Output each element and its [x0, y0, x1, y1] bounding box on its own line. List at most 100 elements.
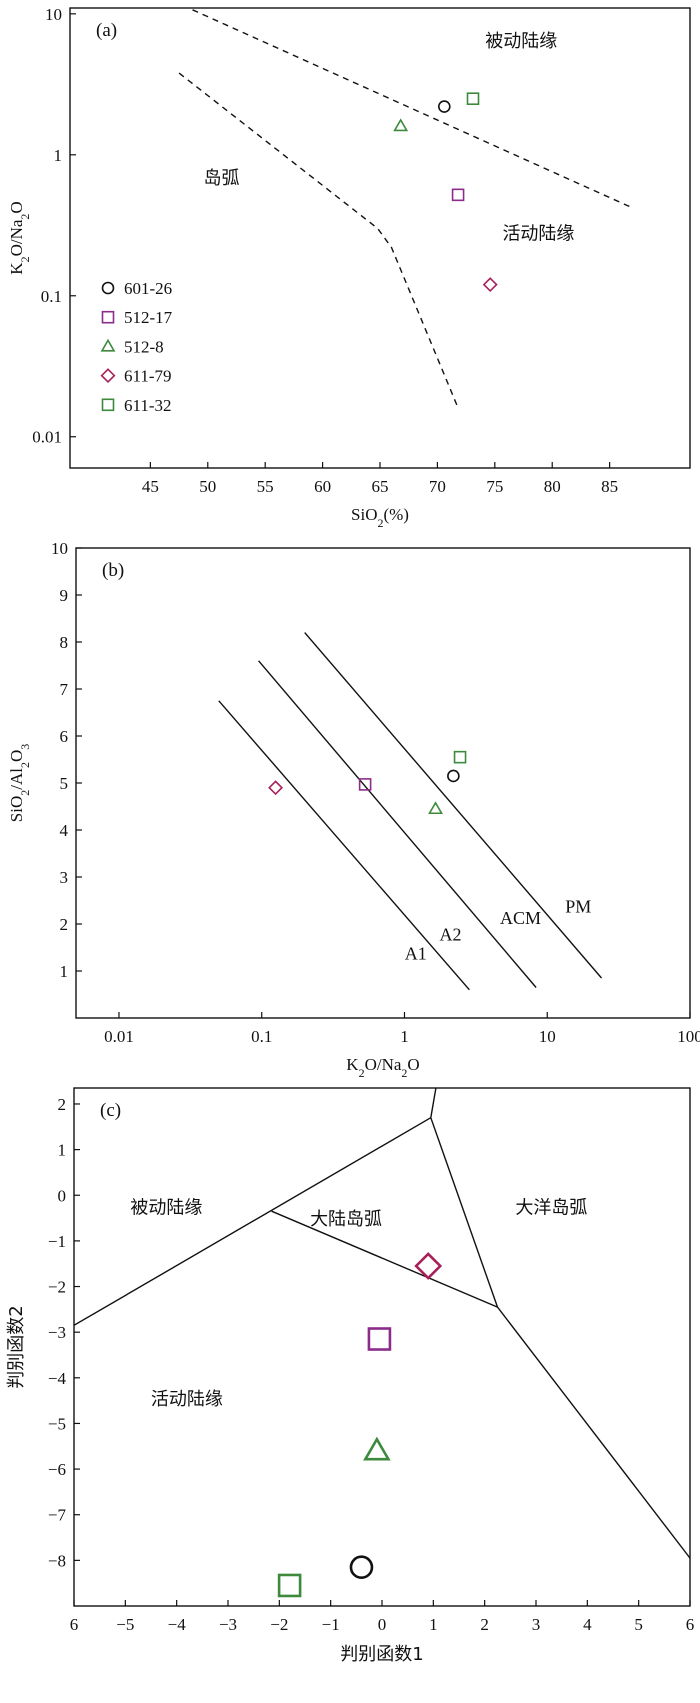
- field-label: 活动陆缘: [502, 224, 574, 245]
- x-tick-label: 10: [539, 1027, 556, 1046]
- y-tick-label: 6: [60, 727, 69, 746]
- legend-label: 611-32: [124, 396, 172, 415]
- x-tick-label: 75: [486, 477, 503, 496]
- x-tick-label: 45: [142, 477, 159, 496]
- data-point-601-26: [349, 1555, 374, 1580]
- legend-marker-601-26: [101, 281, 115, 295]
- x-tick-label: 0: [378, 1615, 387, 1634]
- field-boundary-line: [271, 1210, 498, 1308]
- data-point-611-32: [453, 750, 467, 764]
- panel-label: (c): [100, 1100, 121, 1121]
- y-tick-label: 2: [60, 915, 69, 934]
- data-point-512-17: [358, 778, 372, 791]
- y-tick-label: 8: [60, 633, 69, 652]
- field-boundary-line: [430, 1088, 437, 1118]
- x-tick-label: 2: [480, 1615, 489, 1634]
- field-boundary-line: [74, 1117, 432, 1326]
- field-boundary-line: [304, 632, 603, 979]
- data-point-601-26: [447, 769, 460, 783]
- x-tick-label: 85: [601, 477, 618, 496]
- panel-label: (b): [102, 560, 124, 581]
- x-tick-label: −3: [219, 1615, 237, 1634]
- x-tick-label: 3: [532, 1615, 541, 1634]
- x-tick-label: 60: [314, 477, 331, 496]
- x-tick-label: 55: [257, 477, 274, 496]
- y-tick-label: −2: [48, 1278, 66, 1297]
- chart-panel-c: 6 −5 −4 −3 −2 −1 0 1 2 3 4 5 6 2 1 0 −1 −2 −3 −4 −5 −6 −7 −8 被动陆…: [6, 1087, 695, 1665]
- y-tick-label: −8: [48, 1551, 66, 1570]
- y-tick-label: 4: [60, 821, 69, 840]
- field-boundary-line: [258, 660, 537, 988]
- legend: 601-26 512-17 512-8 611-79 611-32: [100, 279, 173, 415]
- y-tick-label: 10: [45, 5, 62, 24]
- y-tick-label: 10: [51, 539, 68, 558]
- y-tick-label: 1: [54, 146, 63, 165]
- data-point-601-26: [437, 100, 451, 113]
- legend-label: 611-79: [124, 367, 172, 386]
- data-point-512-8: [363, 1436, 391, 1461]
- data-point-611-32: [277, 1573, 302, 1598]
- y-tick-label: −6: [48, 1460, 66, 1479]
- data-point-512-17: [451, 188, 465, 202]
- field-label: 活动陆缘: [151, 1389, 223, 1410]
- plot-frame: [75, 547, 691, 1019]
- x-tick-label: 1: [400, 1027, 409, 1046]
- field-boundary-line: [186, 8, 633, 209]
- legend-label: 512-17: [124, 308, 173, 327]
- x-tick-label: 100: [677, 1027, 700, 1046]
- x-tick-label: 50: [199, 477, 216, 496]
- x-tick-label: 4: [583, 1615, 592, 1634]
- y-tick-label: 0.01: [32, 428, 62, 447]
- y-tick-label: 5: [60, 774, 69, 793]
- x-tick-label: 80: [544, 477, 561, 496]
- y-axis-label: K2O/Na2O: [7, 201, 32, 274]
- field-label: ACM: [500, 908, 541, 928]
- x-tick-label: 6: [70, 1615, 79, 1634]
- x-tick-label: −2: [270, 1615, 288, 1634]
- field-label: 被动陆缘: [130, 1198, 202, 1219]
- y-axis-label: 判别函数2: [6, 1305, 27, 1388]
- x-tick-label: 6: [686, 1615, 695, 1634]
- chart-panel-b: 0.01 0.1 1 10 100 1 2 3 4 5 6 7 8 9 10 A1 A2 ACM PM (b) K2O/…: [7, 539, 700, 1080]
- data-point-512-17: [367, 1327, 392, 1351]
- y-axis-label: SiO2/Al2O3: [7, 744, 32, 822]
- y-tick-label: −5: [48, 1414, 66, 1433]
- field-label: 大洋岛弧: [515, 1198, 587, 1219]
- panel-label: (a): [96, 20, 117, 41]
- field-label: A2: [439, 924, 461, 944]
- x-tick-label: 5: [634, 1615, 643, 1634]
- field-label: 被动陆缘: [485, 31, 557, 52]
- x-tick-label: 1: [429, 1615, 438, 1634]
- data-point-611-79: [268, 780, 284, 796]
- y-tick-label: 2: [58, 1095, 67, 1114]
- legend-marker-512-8: [100, 338, 116, 352]
- x-tick-label: 0.1: [251, 1027, 272, 1046]
- data-point-512-8: [428, 801, 443, 815]
- y-tick-label: 1: [60, 962, 69, 981]
- x-tick-label: −1: [322, 1615, 340, 1634]
- legend-marker-611-32: [101, 398, 115, 412]
- y-tick-label: −7: [48, 1506, 67, 1525]
- data-point-611-79: [414, 1252, 443, 1280]
- data-point-512-8: [393, 118, 409, 132]
- x-tick-label: 70: [429, 477, 446, 496]
- x-tick-label: 0.01: [104, 1027, 134, 1046]
- field-boundary-line: [218, 700, 470, 991]
- x-tick-label: −5: [116, 1615, 134, 1634]
- legend-marker-512-17: [101, 310, 115, 324]
- data-point-611-32: [466, 92, 480, 106]
- y-tick-label: 9: [60, 586, 69, 605]
- field-boundary-line: [496, 1306, 690, 1559]
- y-tick-label: 0: [58, 1186, 67, 1205]
- field-boundary-line: [430, 1117, 499, 1308]
- legend-label: 512-8: [124, 337, 164, 356]
- y-tick-label: 7: [60, 680, 69, 699]
- y-tick-label: −4: [48, 1369, 67, 1388]
- plot-frame: [73, 1087, 691, 1607]
- x-axis-label: 判别函数1: [340, 1644, 423, 1665]
- data-point-611-79: [482, 277, 498, 293]
- field-label: 大陆岛弧: [310, 1209, 382, 1230]
- legend-marker-611-79: [100, 368, 116, 384]
